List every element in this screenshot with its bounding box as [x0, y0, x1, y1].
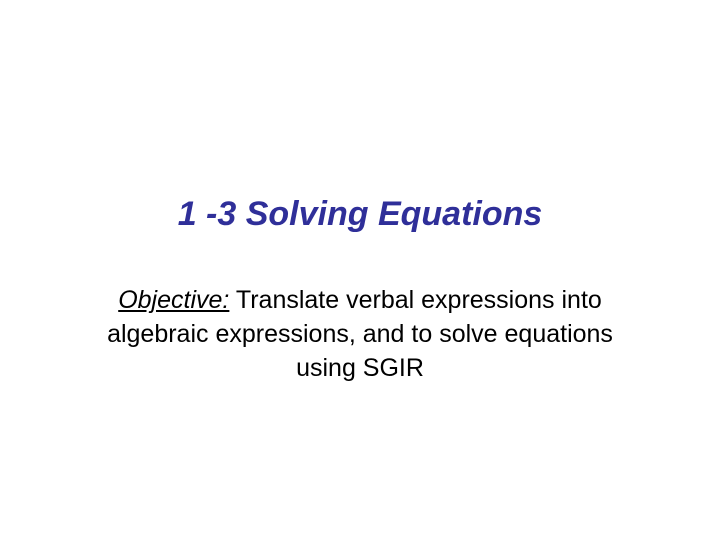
slide-title: 1 -3 Solving Equations: [178, 195, 543, 234]
objective-line2: algebraic expressions, and to solve equa…: [107, 320, 613, 348]
objective-line1: Translate verbal expressions into: [229, 286, 601, 314]
objective-line3: using SGIR: [296, 354, 424, 382]
slide-container: 1 -3 Solving Equations Objective: Transl…: [0, 0, 720, 540]
slide-body: Objective: Translate verbal expressions …: [77, 284, 643, 385]
objective-label: Objective:: [118, 286, 229, 314]
